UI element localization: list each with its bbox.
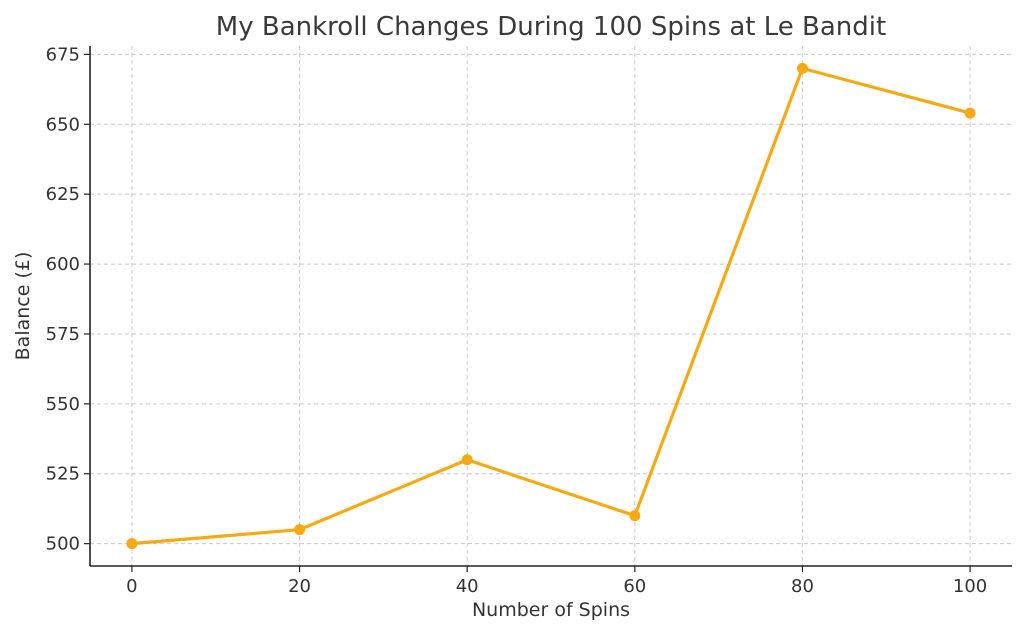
data-point — [461, 454, 473, 466]
data-point — [796, 62, 808, 74]
y-tick-label: 675 — [46, 44, 80, 65]
y-tick-label: 575 — [46, 324, 80, 345]
x-tick-label: 40 — [456, 576, 479, 597]
data-point — [294, 524, 306, 536]
y-tick-label: 525 — [46, 464, 80, 485]
chart-title: My Bankroll Changes During 100 Spins at … — [216, 12, 886, 42]
axes — [89, 46, 1012, 567]
x-tick-label: 20 — [288, 576, 311, 597]
y-tick-label: 625 — [46, 184, 80, 205]
y-ticks: 500 525 550 575 600 625 650 675 — [46, 44, 90, 555]
x-axis-label: Number of Spins — [472, 599, 630, 621]
y-axis-label: Balance (£) — [12, 252, 34, 361]
data-point — [126, 538, 138, 550]
x-ticks: 0 20 40 60 80 100 — [126, 566, 987, 597]
y-tick-label: 500 — [46, 534, 80, 555]
grid — [90, 46, 1012, 566]
y-tick-label: 650 — [46, 114, 80, 135]
x-tick-label: 60 — [623, 576, 646, 597]
y-tick-label: 550 — [46, 394, 80, 415]
x-tick-label: 100 — [953, 576, 987, 597]
data-point — [629, 510, 641, 522]
x-tick-label: 0 — [126, 576, 137, 597]
balance-line — [130, 66, 972, 546]
data-point — [964, 107, 976, 119]
series — [126, 62, 976, 550]
x-tick-label: 80 — [791, 576, 814, 597]
y-tick-label: 600 — [46, 254, 80, 275]
